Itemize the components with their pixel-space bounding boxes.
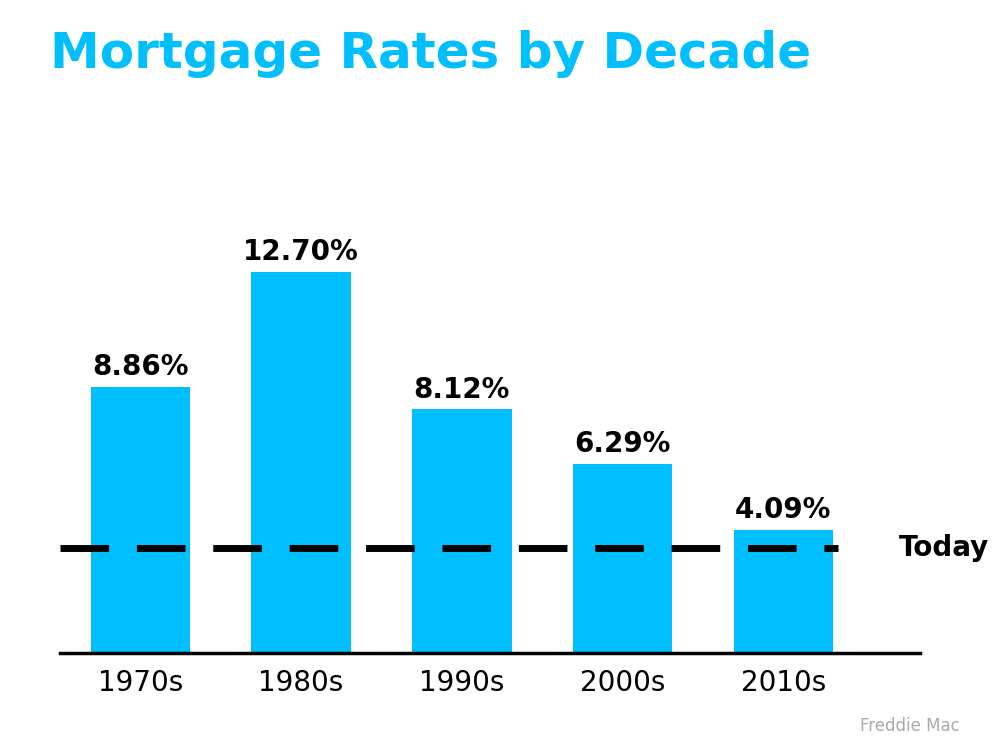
Bar (573, 464, 672, 652)
Text: 12.70%: 12.70% (243, 238, 359, 266)
Bar (412, 409, 512, 652)
Bar (91, 387, 190, 652)
Text: Freddie Mac: Freddie Mac (860, 717, 960, 735)
Text: Mortgage Rates by Decade: Mortgage Rates by Decade (50, 30, 811, 78)
Bar (251, 272, 351, 652)
Text: 6.29%: 6.29% (574, 430, 671, 458)
Text: 4.09%: 4.09% (735, 496, 832, 524)
Bar (734, 530, 833, 652)
Text: 8.12%: 8.12% (414, 376, 510, 404)
Text: 8.86%: 8.86% (92, 353, 189, 381)
Text: Today: Today (899, 533, 989, 562)
